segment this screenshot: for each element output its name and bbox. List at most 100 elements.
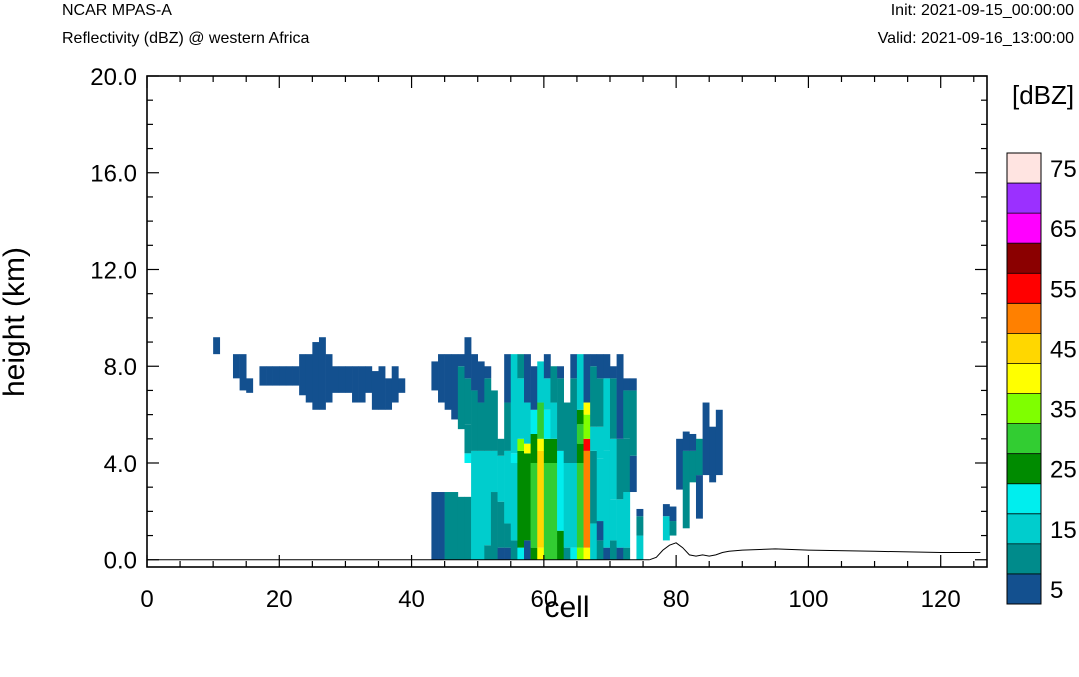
reflectivity-cell <box>609 378 617 439</box>
reflectivity-cell <box>530 547 538 560</box>
reflectivity-cell <box>524 402 531 444</box>
y-tick-label: 8.0 <box>104 354 137 381</box>
reflectivity-cell <box>517 354 525 379</box>
reflectivity-cell <box>299 354 307 396</box>
reflectivity-cell <box>576 463 584 548</box>
reflectivity-cell <box>451 492 459 560</box>
reflectivity-cell <box>669 506 677 522</box>
reflectivity-cell <box>576 409 584 425</box>
reflectivity-cell <box>603 450 611 548</box>
reflectivity-cell <box>709 426 717 483</box>
reflectivity-cell <box>596 540 604 560</box>
reflectivity-cell <box>537 361 545 403</box>
colorbar-swatch <box>1007 543 1041 575</box>
reflectivity-cell <box>246 378 254 393</box>
reflectivity-cell <box>510 354 518 454</box>
reflectivity-cell <box>590 426 598 451</box>
reflectivity-cell <box>603 547 611 560</box>
reflectivity-cell <box>623 438 631 493</box>
reflectivity-cell <box>457 354 465 367</box>
reflectivity-cell <box>537 450 545 548</box>
reflectivity-cell <box>543 378 551 410</box>
y-tick-label: 16.0 <box>90 161 137 188</box>
reflectivity-cell <box>305 354 313 403</box>
reflectivity-cell <box>464 453 472 463</box>
reflectivity-cell <box>715 409 723 476</box>
x-axis-label: cell <box>544 591 589 624</box>
reflectivity-cell <box>431 492 439 560</box>
reflectivity-cell <box>583 547 591 560</box>
reflectivity-cell <box>563 463 571 548</box>
reflectivity-cell <box>636 535 644 560</box>
colorbar-swatch <box>1007 573 1041 605</box>
colorbar-label: 75 <box>1050 156 1077 183</box>
reflectivity-cell <box>524 453 531 541</box>
y-tick-labels: 0.0 4.0 8.0 12.0 16.0 20.0 <box>90 64 137 575</box>
reflectivity-cell <box>285 366 293 386</box>
reflectivity-cell <box>629 390 637 456</box>
reflectivity-cell <box>669 521 677 536</box>
reflectivity-cell <box>537 547 545 560</box>
reflectivity-cell <box>609 438 617 500</box>
reflectivity-cell <box>385 378 393 410</box>
reflectivity-cell <box>484 545 492 560</box>
y-tick-label: 0.0 <box>104 548 137 575</box>
reflectivity-cell <box>616 354 624 439</box>
reflectivity-cell <box>570 378 578 463</box>
reflectivity-cell <box>497 547 505 560</box>
terrain-line <box>147 542 981 561</box>
reflectivity-cells <box>213 337 723 560</box>
reflectivity-cell <box>676 438 684 490</box>
reflectivity-cell <box>570 354 578 379</box>
reflectivity-cell <box>543 409 551 439</box>
colorbar-border <box>1006 152 1042 605</box>
colorbar-swatch <box>1007 453 1041 485</box>
colorbar-swatch <box>1007 333 1041 364</box>
reflectivity-cell <box>636 508 644 517</box>
init-time: Init: 2021-09-15_00:00:00 <box>890 2 1074 19</box>
reflectivity-cell <box>504 450 512 524</box>
reflectivity-cell <box>464 337 472 379</box>
reflectivity-cell <box>444 354 452 410</box>
y-tick-label: 4.0 <box>104 451 137 478</box>
reflectivity-cell <box>616 438 624 500</box>
reflectivity-cell <box>352 366 359 403</box>
model-name: NCAR MPAS-A <box>62 2 172 19</box>
reflectivity-cell <box>576 443 584 463</box>
reflectivity-cell <box>371 371 379 410</box>
reflectivity-cell <box>530 366 538 410</box>
reflectivity-cell <box>358 366 366 403</box>
reflectivity-cell <box>590 366 598 427</box>
plot-frame <box>146 75 988 568</box>
reflectivity-cell <box>497 455 505 502</box>
reflectivity-cell <box>451 354 459 420</box>
reflectivity-cell <box>471 450 478 560</box>
reflectivity-cell <box>517 547 525 560</box>
reflectivity-cell <box>689 433 697 451</box>
reflectivity-cell <box>266 366 273 386</box>
reflectivity-cell <box>524 354 531 403</box>
colorbar-swatch <box>1007 243 1041 274</box>
reflectivity-cell <box>576 547 584 560</box>
colorbar-swatch <box>1007 273 1041 304</box>
reflectivity-cell <box>484 366 492 379</box>
reflectivity-cell <box>438 492 445 560</box>
reflectivity-cell <box>583 354 591 403</box>
reflectivity-cell <box>596 378 604 427</box>
reflectivity-cell <box>590 523 598 560</box>
reflectivity-cell <box>609 499 617 541</box>
reflectivity-cell <box>365 366 373 393</box>
reflectivity-cell <box>471 354 478 391</box>
reflectivity-cell <box>510 453 518 463</box>
reflectivity-cell <box>557 378 564 451</box>
reflectivity-cell <box>662 516 670 541</box>
reflectivity-cell <box>609 366 617 379</box>
reflectivity-cell <box>550 402 558 439</box>
reflectivity-cell <box>338 366 346 393</box>
colorbar-unit: [dBZ] <box>1012 80 1075 110</box>
x-tick-label: 20 <box>266 586 293 613</box>
reflectivity-cell <box>583 450 591 548</box>
reflectivity-cell <box>464 424 472 454</box>
reflectivity-cell <box>490 390 498 451</box>
